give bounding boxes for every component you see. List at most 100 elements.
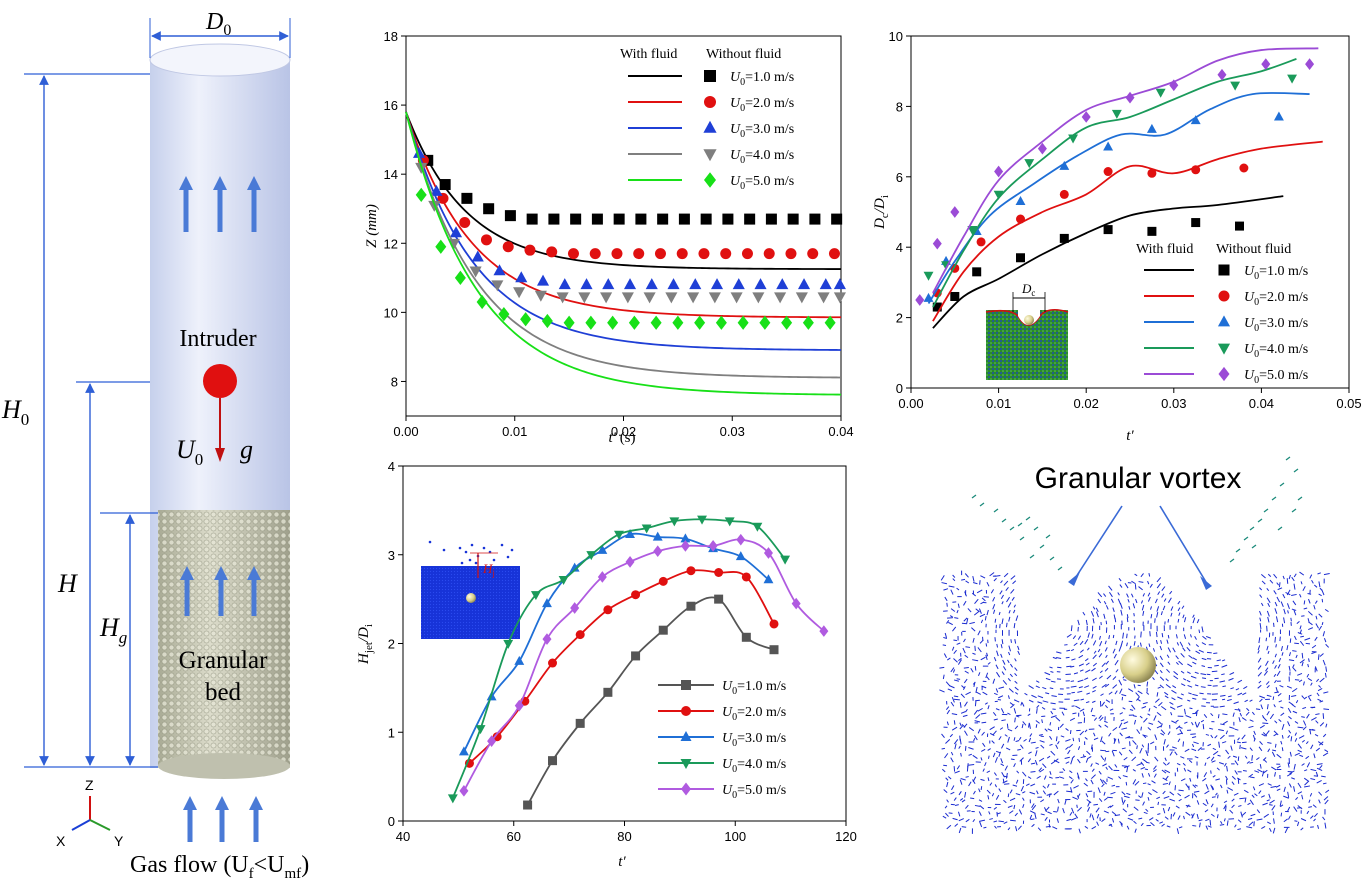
velocity-vector: [1253, 730, 1256, 736]
velocity-vector: [1050, 750, 1056, 756]
velocity-vector: [1156, 612, 1159, 618]
velocity-vector: [1323, 796, 1329, 801]
data-point: [556, 292, 569, 304]
velocity-vector: [1165, 775, 1169, 780]
data-point: [471, 250, 484, 262]
velocity-vector: [1140, 761, 1145, 766]
velocity-vector: [1165, 678, 1169, 682]
velocity-vector: [1066, 633, 1072, 638]
velocity-vector: [956, 678, 961, 680]
spray-vector: [1017, 522, 1023, 527]
velocity-vector: [1082, 754, 1085, 758]
velocity-vector: [941, 733, 945, 738]
velocity-vector: [961, 622, 968, 625]
data-point: [741, 632, 751, 642]
velocity-vector: [1118, 722, 1123, 729]
data-point: [530, 591, 541, 601]
velocity-vector: [1192, 697, 1197, 700]
velocity-vector: [1122, 808, 1128, 813]
velocity-vector: [1204, 809, 1209, 813]
velocity-vector: [1122, 775, 1128, 778]
velocity-vector: [1150, 741, 1155, 745]
velocity-vector: [1039, 740, 1045, 743]
velocity-vector: [1146, 681, 1149, 687]
velocity-vector: [1133, 719, 1137, 725]
velocity-vector: [1046, 793, 1053, 796]
velocity-vector: [1315, 713, 1320, 716]
velocity-vector: [1204, 790, 1210, 795]
velocity-vector: [1254, 770, 1260, 773]
velocity-vector: [1271, 805, 1276, 811]
velocity-vector: [1237, 679, 1243, 684]
velocity-vector: [1104, 640, 1107, 645]
velocity-vector: [1091, 814, 1095, 821]
velocity-vector: [965, 776, 969, 778]
velocity-vector: [1313, 753, 1316, 759]
velocity-vector: [1297, 782, 1302, 789]
velocity-vector: [946, 709, 951, 715]
velocity-vector: [979, 639, 984, 644]
velocity-vector: [1322, 733, 1327, 738]
velocity-vector: [1030, 783, 1036, 787]
velocity-vector: [1192, 617, 1196, 624]
legend-header-without-fluid: Without fluid: [706, 47, 781, 62]
velocity-vector: [949, 733, 953, 738]
velocity-vector: [1118, 776, 1122, 780]
velocity-vector: [992, 596, 996, 602]
data-point: [923, 271, 934, 281]
velocity-vector: [1280, 645, 1283, 652]
spray-vector: [971, 494, 977, 499]
velocity-vector: [957, 603, 960, 608]
data-point: [807, 248, 819, 260]
data-point: [1059, 160, 1070, 170]
velocity-vector: [1072, 796, 1079, 800]
velocity-vector: [1291, 695, 1297, 697]
velocity-vector: [1128, 813, 1134, 817]
velocity-vector: [1008, 645, 1011, 652]
velocity-vector: [1095, 607, 1099, 613]
data-point: [635, 213, 647, 225]
velocity-vector: [959, 702, 962, 708]
velocity-vector: [1136, 763, 1142, 767]
velocity-vector: [1013, 622, 1016, 629]
velocity-vector: [1036, 708, 1038, 714]
velocity-vector: [1205, 825, 1209, 830]
velocity-vector: [1202, 802, 1207, 807]
velocity-vector: [1140, 573, 1144, 578]
x-axis-label: t′: [1126, 428, 1134, 444]
data-point: [504, 210, 516, 222]
data-point: [513, 287, 526, 299]
velocity-vector: [1203, 772, 1208, 778]
velocity-vector: [1176, 704, 1183, 708]
velocity-vector: [1187, 769, 1192, 773]
velocity-vector: [1169, 701, 1174, 705]
velocity-vector: [1099, 716, 1104, 722]
velocity-vector: [1273, 590, 1277, 595]
granular-vortex-panel: Granular vortex: [939, 456, 1330, 835]
data-point: [993, 190, 1004, 200]
data-point: [575, 630, 585, 640]
velocity-vector: [1281, 747, 1284, 752]
velocity-vector: [1250, 813, 1256, 817]
velocity-vector: [1185, 811, 1191, 816]
velocity-vector: [1221, 673, 1225, 676]
velocity-vector: [1016, 770, 1020, 774]
velocity-vector: [1083, 782, 1089, 787]
velocity-vector: [962, 714, 968, 718]
spray-vector: [1257, 518, 1263, 523]
velocity-vector: [1097, 787, 1101, 794]
velocity-vector: [1274, 772, 1276, 777]
data-point: [569, 562, 580, 572]
velocity-vector: [1305, 755, 1310, 760]
velocity-vector: [1100, 736, 1103, 743]
spray-vector: [979, 502, 985, 507]
velocity-vector: [1140, 600, 1144, 604]
velocity-vector: [996, 671, 1001, 678]
velocity-vector: [1099, 778, 1104, 784]
velocity-vector: [1210, 813, 1215, 817]
velocity-vector: [1074, 813, 1079, 819]
velocity-vector: [998, 695, 1004, 699]
data-point: [542, 598, 552, 608]
velocity-vector: [974, 720, 981, 723]
